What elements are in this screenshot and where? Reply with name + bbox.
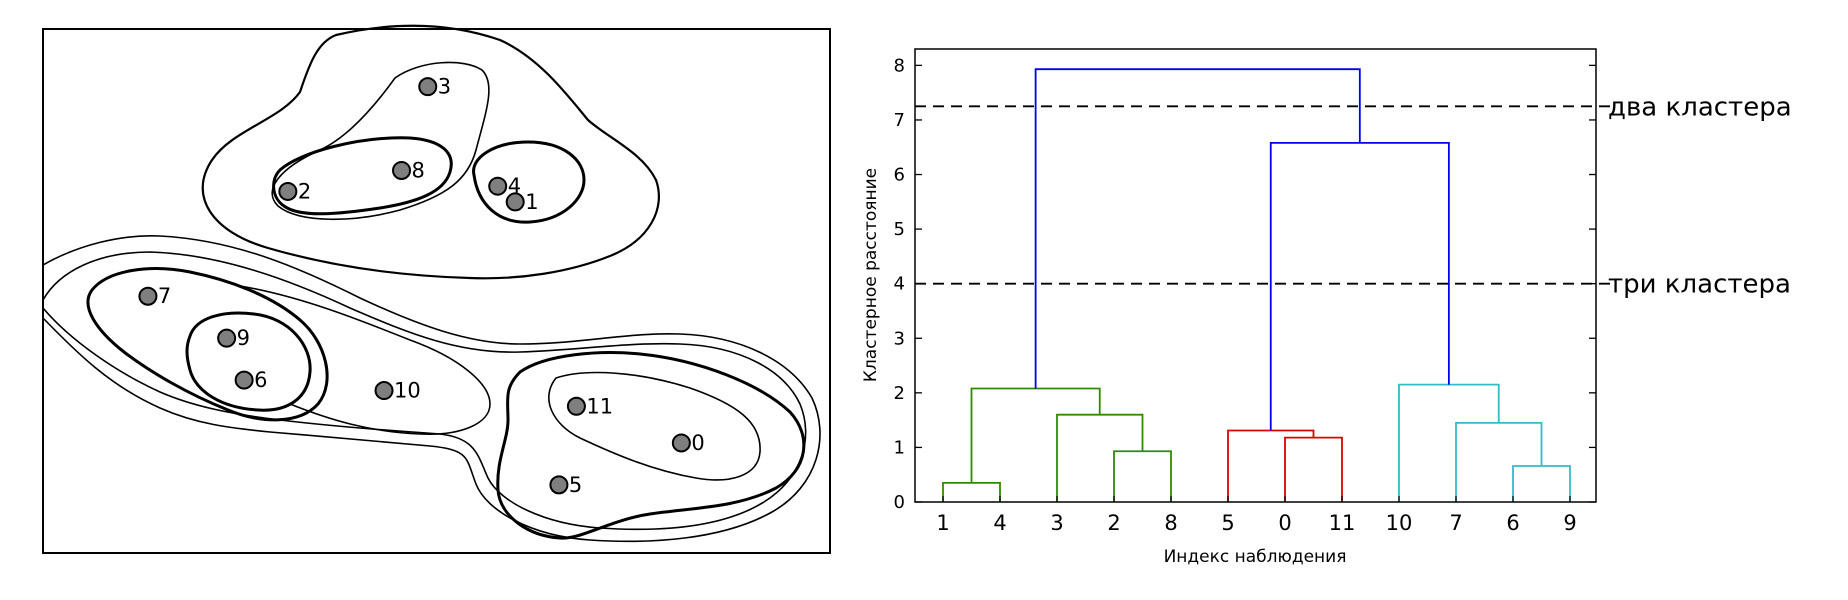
cut-label-three-clusters: три кластера: [1608, 270, 1791, 300]
x-tick-label-10: 10: [1386, 511, 1413, 535]
y-tick-label-3: 3: [894, 328, 905, 349]
contour-11-0-5: [496, 351, 806, 540]
scatter-point-label-6: 6: [254, 368, 267, 392]
y-tick-label-6: 6: [894, 165, 905, 186]
y-tick-label-7: 7: [894, 110, 905, 131]
scatter-point-label-5: 5: [569, 473, 582, 497]
scatter-point-6: [234, 370, 254, 390]
scatter-point-label-4: 4: [508, 174, 521, 198]
scatter-point-5: [549, 475, 569, 495]
scatter-point-11: [566, 396, 586, 416]
dendrogram-link-4: [1284, 436, 1343, 502]
y-tick-label-2: 2: [894, 383, 905, 404]
x-tick-label-8: 8: [1164, 511, 1177, 535]
scatter-point-0: [671, 433, 691, 453]
x-tick-label-11: 11: [1329, 511, 1356, 535]
x-tick-label-2: 2: [1107, 511, 1120, 535]
contour-top-outer: [201, 24, 660, 280]
scatter-point-label-10: 10: [394, 379, 421, 403]
scatter-frame: [42, 28, 831, 554]
cluster-contours: [42, 24, 821, 543]
y-tick-label-1: 1: [894, 437, 905, 458]
contour-2-8: [272, 136, 453, 216]
x-tick-label-7: 7: [1449, 511, 1462, 535]
dendrogram-link-7: [1455, 421, 1543, 502]
x-ticks: 1 4 3 2 8 5 0 11 10 7 6 9: [936, 496, 1577, 535]
scatter-point-8: [392, 160, 412, 180]
y-axis-title: Кластерное расстояние: [861, 168, 881, 382]
scatter-point-9: [217, 328, 237, 348]
scatter-point-label-8: 8: [412, 158, 425, 182]
scatter-point-label-2: 2: [298, 179, 311, 203]
x-tick-label-6: 6: [1506, 511, 1519, 535]
contour-9-6: [185, 311, 312, 412]
x-axis-title: Индекс наблюдения: [1164, 547, 1347, 567]
dendrogram-link-3: [970, 387, 1101, 483]
contour-4-1: [472, 140, 586, 224]
contour-10: [239, 285, 491, 435]
scatter-point-2: [278, 181, 298, 201]
dendrogram-link-6: [1512, 465, 1571, 502]
x-tick-label-5: 5: [1221, 511, 1234, 535]
scatter-point-label-3: 3: [438, 75, 451, 99]
cut-label-two-clusters: два кластера: [1608, 92, 1792, 122]
scatter-point-label-1: 1: [525, 190, 538, 214]
scatter-point-label-7: 7: [158, 284, 171, 308]
scatter-point-10: [374, 381, 394, 401]
dendrogram-link-10: [1034, 68, 1361, 389]
x-tick-label-9: 9: [1563, 511, 1576, 535]
scatter-point-1: [505, 192, 525, 212]
contour-11-0: [548, 371, 761, 481]
cluster-scatter-panel: 0 1 2 3 4 5 6 7 8 9 10 11: [42, 24, 831, 554]
scatter-point-3: [418, 77, 438, 97]
scatter-point-7: [138, 286, 158, 306]
y-tick-label-8: 8: [894, 55, 905, 76]
dendrogram-link-5: [1227, 429, 1315, 502]
dendrogram-panel: 0 1 2 3 4 5 6 7 8 1 4 3 2 8 5 0 11 10 7 6 9 Индекс наблюден…: [861, 48, 1792, 567]
dendrogram-links: [942, 68, 1571, 502]
dendrogram-link-0: [942, 481, 1001, 502]
dendrogram-link-9: [1269, 141, 1450, 431]
scatter-point-label-11: 11: [586, 394, 613, 418]
dendrogram-link-2: [1056, 413, 1144, 502]
x-tick-label-3: 3: [1050, 511, 1063, 535]
x-tick-label-1: 1: [936, 511, 949, 535]
y-tick-label-0: 0: [894, 492, 905, 513]
scatter-point-4: [488, 176, 508, 196]
contour-bottom-outer: [42, 234, 821, 543]
scatter-point-label-0: 0: [691, 431, 704, 455]
y-tick-label-5: 5: [894, 219, 905, 240]
scatter-point-label-9: 9: [237, 326, 250, 350]
scatter-points: 0 1 2 3 4 5 6 7 8 9 10 11: [138, 75, 705, 497]
dendrogram-link-1: [1113, 450, 1172, 502]
x-tick-label-0: 0: [1278, 511, 1291, 535]
dendrogram-axes-frame: [914, 48, 1597, 503]
y-tick-label-4: 4: [894, 274, 905, 295]
dendrogram-link-8: [1398, 383, 1500, 502]
contour-7-9-6: [86, 267, 329, 422]
x-tick-label-4: 4: [993, 511, 1006, 535]
